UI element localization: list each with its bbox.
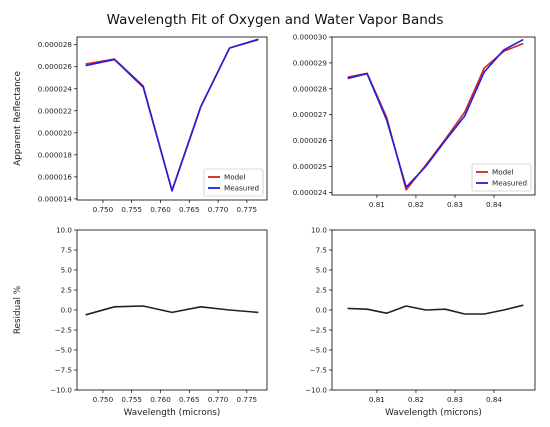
model-series-line — [85, 38, 259, 192]
y-tick-label: 0.000028 — [293, 84, 328, 93]
y-tick-label: 0.000018 — [38, 150, 73, 159]
y-tick-label: 0.0 — [316, 306, 328, 315]
figure-title: Wavelength Fit of Oxygen and Water Vapor… — [107, 12, 444, 28]
x-tick-label: 0.81 — [369, 395, 385, 404]
legend-box — [471, 163, 532, 192]
y-tick-label: 0.000028 — [38, 40, 73, 49]
x-tick-label: 0.760 — [150, 205, 171, 214]
y-tick-label: −7.5 — [55, 366, 72, 375]
x-tick-label: 0.755 — [121, 205, 142, 214]
x-tick-label: 0.755 — [121, 395, 142, 404]
x-tick-label: 0.765 — [179, 395, 200, 404]
x-tick-label: 0.760 — [150, 395, 171, 404]
x-tick-label: 0.770 — [208, 395, 229, 404]
x-tick-label: 0.84 — [486, 200, 502, 209]
x-tick-label: 0.84 — [486, 395, 502, 404]
y-tick-label: 2.5 — [316, 286, 327, 295]
chart-o2-residual: 0.750 0.755 0.760 0.765 0.770 0.775 10.0 7.5 5.0… — [13, 226, 268, 418]
y-tick-label: 0.000024 — [38, 84, 73, 93]
y-tick-label: 5.0 — [61, 266, 73, 275]
x-tick-label: 0.83 — [447, 395, 463, 404]
y-tick-label: 0.000024 — [293, 188, 328, 197]
plot-frame — [331, 36, 536, 196]
y-tick-label: −5.0 — [310, 346, 328, 355]
legend: Model Measured — [471, 163, 532, 192]
y-tick-label: 0.000016 — [38, 172, 73, 181]
legend-label: Measured — [224, 184, 259, 193]
y-axis-label: Residual % — [13, 286, 23, 334]
y-axis-label: Apparent Reflectance — [13, 71, 23, 166]
chart-h2o-residual: 0.81 0.82 0.83 0.84 10.0 7.5 5.0 2.5 0.0 −2.5 −5.0… — [305, 226, 536, 418]
chart-o2-fit: 0.750 0.755 0.760 0.765 0.770 0.775 0.000014 0.… — [13, 36, 268, 214]
x-tick-label: 0.770 — [208, 205, 229, 214]
x-tick-label: 0.83 — [447, 200, 463, 209]
plot-frame — [76, 36, 268, 201]
y-tick-label: 0.000020 — [38, 128, 73, 137]
y-tick-label: 0.0 — [61, 306, 73, 315]
chart-h2o-fit: 0.81 0.82 0.83 0.84 0.000024 0.000025 0.000026… — [293, 33, 536, 209]
x-tick-label: 0.775 — [237, 205, 258, 214]
y-tick-label: 0.000027 — [293, 110, 327, 119]
y-tick-label: −7.5 — [310, 366, 327, 375]
legend-label: Model — [224, 173, 246, 182]
x-tick-label: 0.750 — [93, 395, 114, 404]
x-tick-label: 0.765 — [179, 205, 200, 214]
y-tick-label: −5.0 — [55, 346, 73, 355]
measured-series-line — [85, 38, 259, 192]
y-tick-label: 0.000014 — [38, 194, 73, 203]
x-tick-label: 0.82 — [408, 200, 424, 209]
residual-series-line — [347, 304, 524, 315]
y-tick-label: 5.0 — [316, 266, 328, 275]
y-tick-label: 0.000029 — [293, 58, 328, 67]
y-tick-label: 7.5 — [316, 246, 327, 255]
y-tick-label: −10.0 — [50, 386, 72, 395]
x-axis-label: Wavelength (microns) — [385, 408, 482, 418]
y-tick-label: −2.5 — [55, 326, 72, 335]
y-tick-label: 0.000030 — [293, 33, 328, 42]
measured-series-line — [347, 38, 524, 189]
x-axis-label: Wavelength (microns) — [124, 408, 221, 418]
legend: Model Measured — [203, 168, 264, 197]
y-tick-label: 0.000026 — [38, 62, 73, 71]
y-tick-label: −2.5 — [310, 326, 327, 335]
x-tick-label: 0.750 — [93, 205, 114, 214]
y-tick-label: 10.0 — [56, 226, 72, 235]
residual-series-line — [85, 305, 259, 316]
y-tick-label: 10.0 — [311, 226, 327, 235]
legend-box — [203, 168, 264, 197]
x-tick-label: 0.81 — [369, 200, 385, 209]
y-tick-label: 0.000025 — [293, 162, 327, 171]
y-tick-label: 0.000026 — [293, 136, 328, 145]
legend-label: Measured — [492, 179, 527, 188]
y-tick-label: −10.0 — [305, 386, 327, 395]
x-tick-label: 0.82 — [408, 395, 424, 404]
y-tick-label: 7.5 — [61, 246, 72, 255]
y-tick-label: 0.000022 — [38, 106, 72, 115]
x-tick-label: 0.775 — [237, 395, 258, 404]
y-tick-label: 2.5 — [61, 286, 72, 295]
legend-label: Model — [492, 168, 514, 177]
